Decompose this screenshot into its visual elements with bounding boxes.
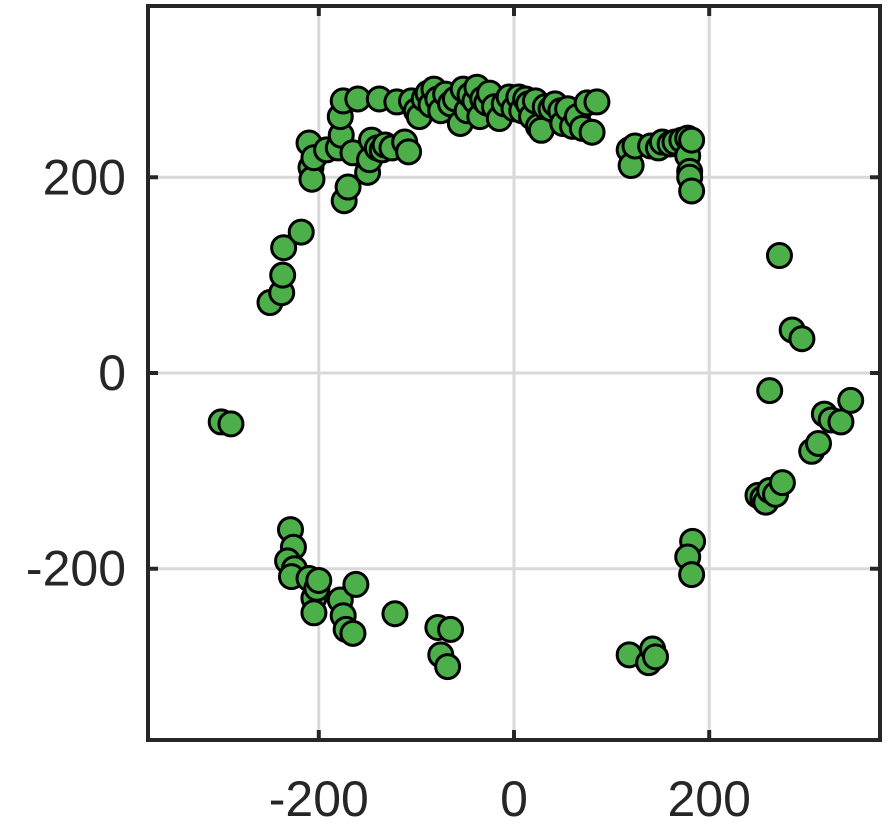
scatter-point — [305, 566, 333, 594]
scatter-point — [217, 410, 245, 438]
tick-labels: -200 0 200 -200 0 200 — [26, 149, 751, 826]
scatter-point — [756, 377, 784, 405]
scatter-point — [395, 138, 423, 166]
scatter-point — [300, 599, 328, 627]
scatter-point — [334, 173, 362, 201]
x-tick-label: -200 — [269, 771, 369, 826]
scatter-point — [270, 234, 298, 262]
scatter-point — [678, 177, 706, 205]
scatter-point — [768, 469, 796, 497]
scatter-point — [678, 561, 706, 589]
y-tick-label: -200 — [26, 541, 126, 597]
data-points — [207, 73, 865, 681]
scatter-point — [434, 653, 462, 681]
scatter-point — [642, 643, 670, 671]
y-tick-label: 200 — [43, 149, 126, 205]
scatter-point — [583, 88, 611, 116]
scatter-point — [381, 600, 409, 628]
scatter-point — [269, 261, 297, 289]
x-tick-label: 0 — [500, 771, 528, 826]
scatter-point — [837, 386, 865, 414]
scatter-point — [805, 429, 833, 457]
y-tick-label: 0 — [98, 345, 126, 401]
scatter-point — [678, 126, 706, 154]
scatter-point — [578, 118, 606, 146]
x-tick-label: 200 — [667, 771, 750, 826]
scatter-point — [827, 408, 855, 436]
scatter-point — [287, 218, 315, 246]
scatter-point — [339, 619, 367, 647]
scatter-point — [788, 325, 816, 353]
scatter-point — [765, 242, 793, 270]
scatter-point — [342, 570, 370, 598]
tick-marks — [148, 6, 880, 740]
scatter-point — [437, 615, 465, 643]
